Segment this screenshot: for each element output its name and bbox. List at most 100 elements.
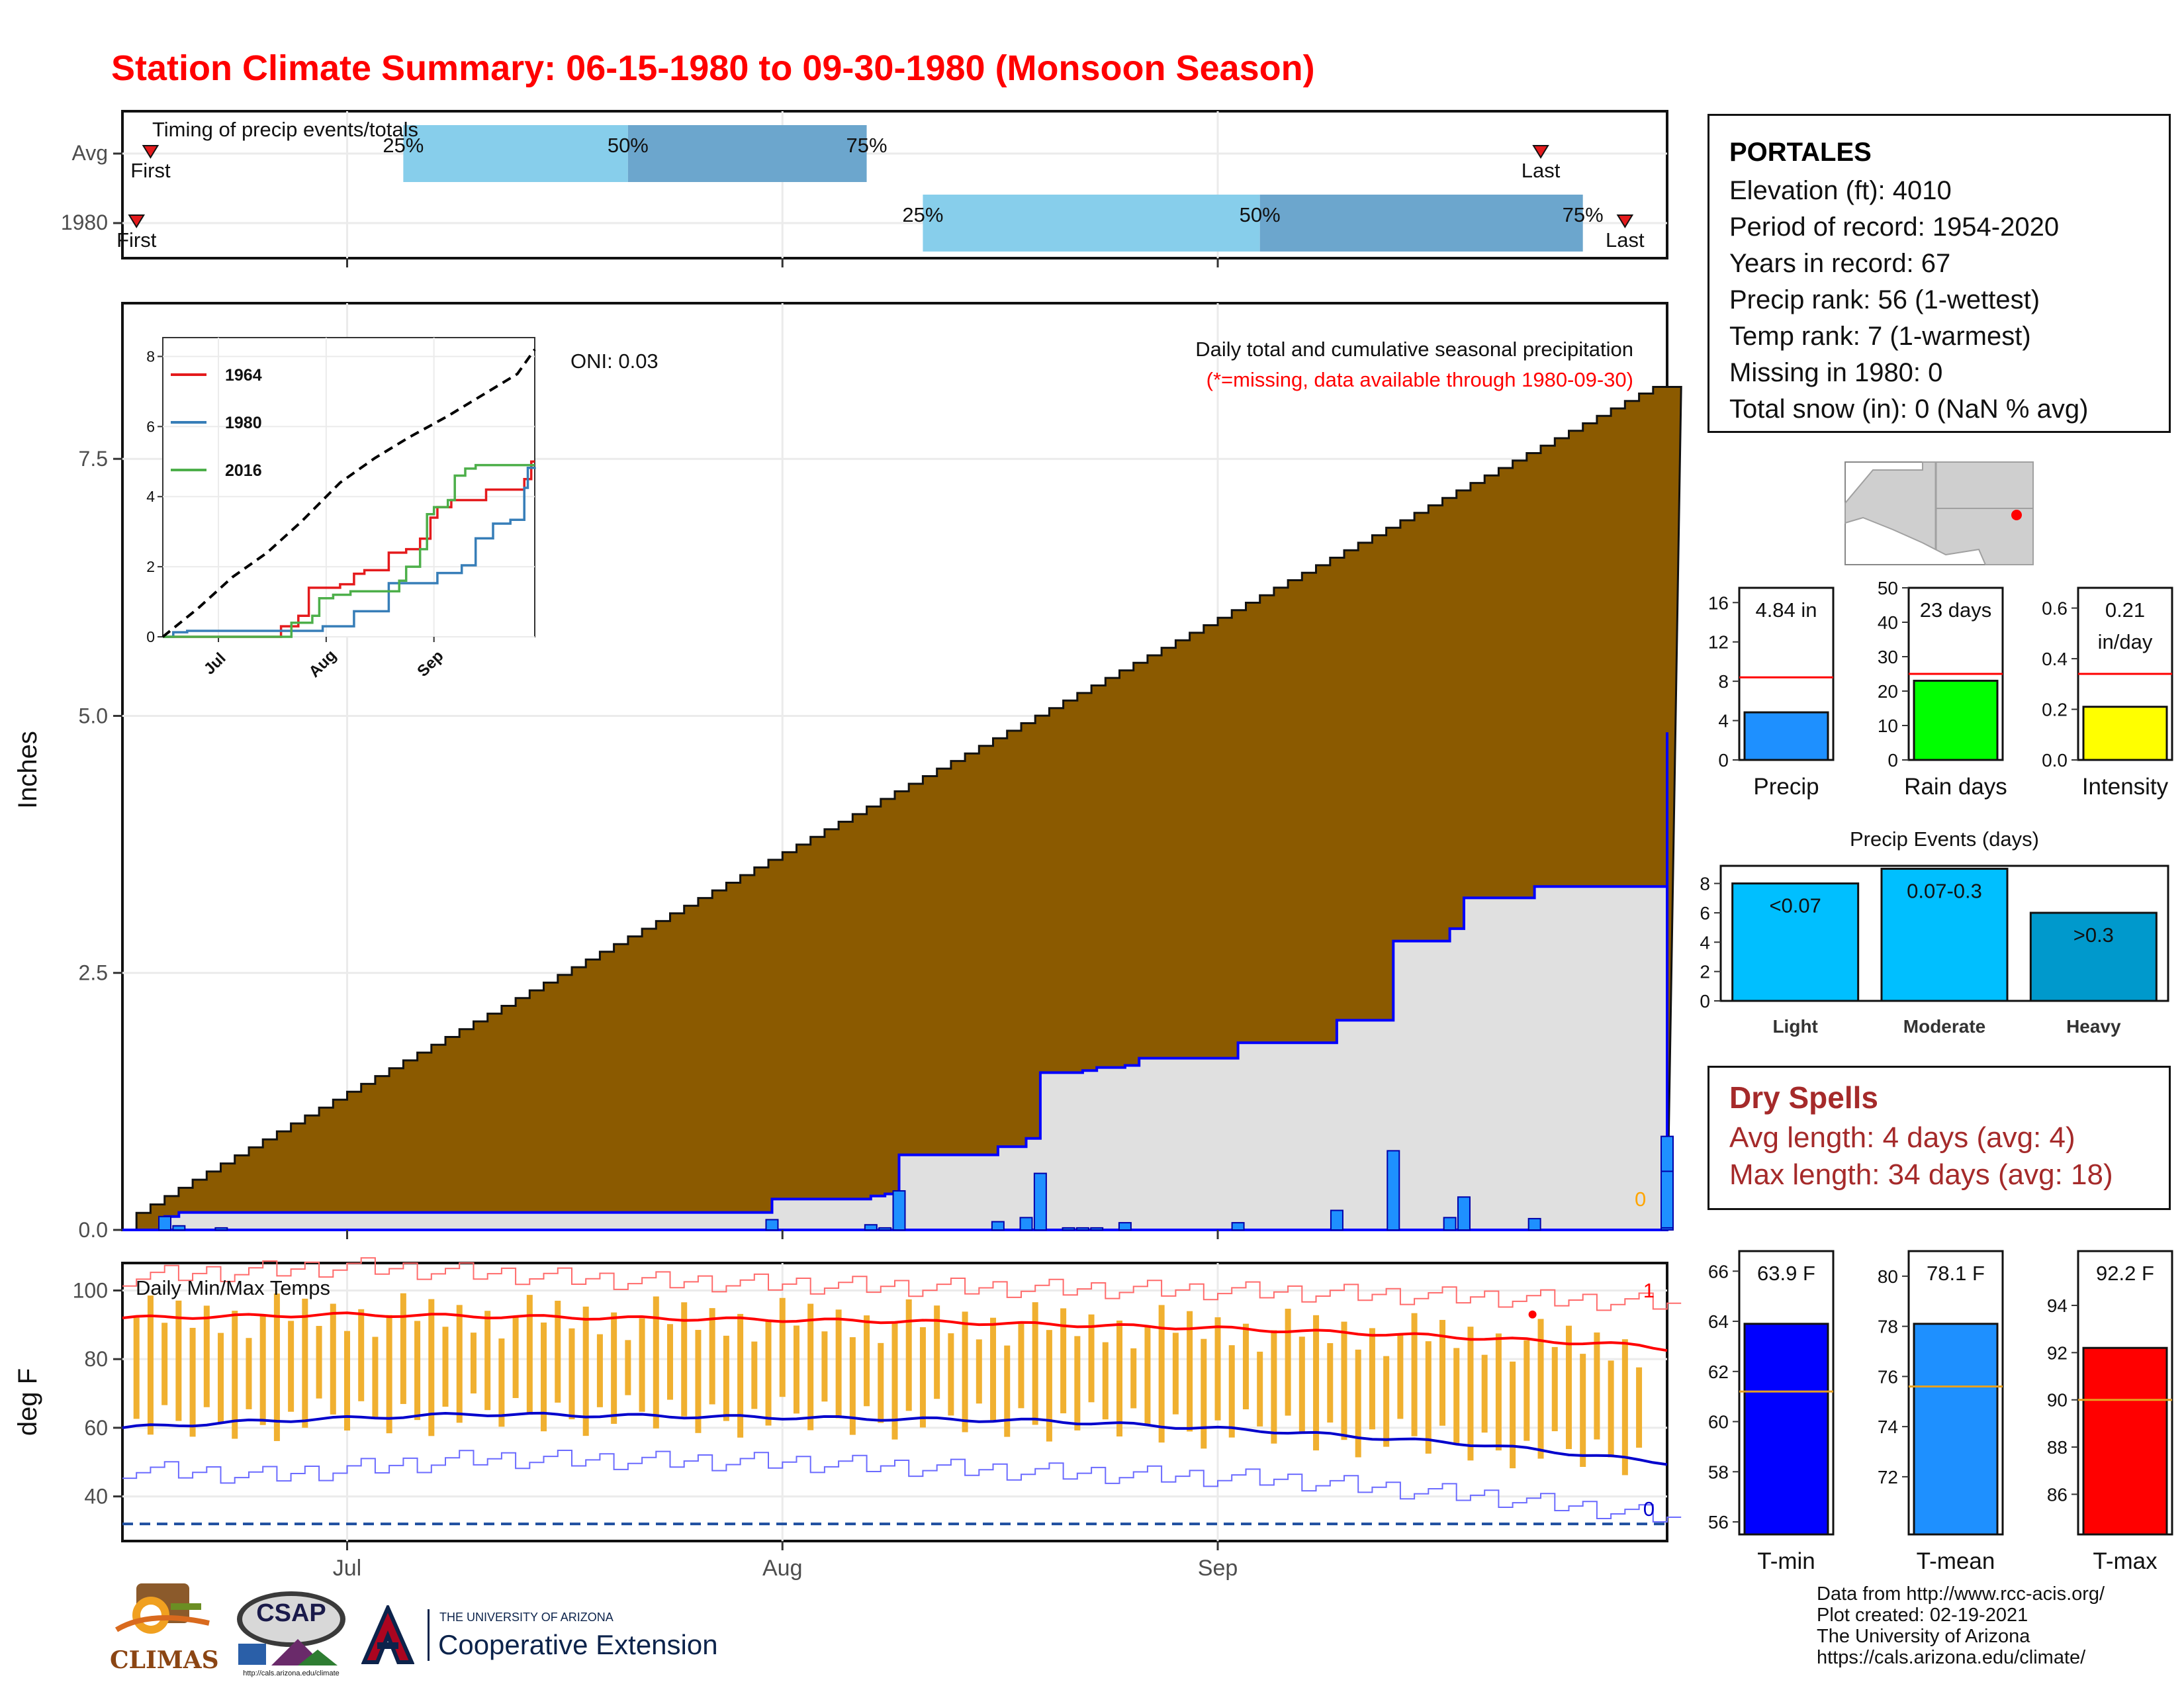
main-ylabel: Inches bbox=[13, 731, 42, 809]
daily-temp-bar bbox=[1580, 1354, 1586, 1467]
climas-text: CLIMAS bbox=[110, 1646, 219, 1674]
temp-stat-bar-T-min bbox=[1743, 1323, 1829, 1536]
daily-temp-bar bbox=[541, 1322, 547, 1432]
precip-stat-ytick-label: 50 bbox=[1878, 578, 1898, 598]
timing-p50-label: 50% bbox=[608, 134, 649, 157]
daily-precip-bar bbox=[1019, 1217, 1033, 1231]
daily-temp-bar bbox=[864, 1315, 870, 1407]
inset-ytick-label: 4 bbox=[146, 488, 155, 505]
daily-temp-bar bbox=[161, 1323, 168, 1405]
daily-temp-bar bbox=[1187, 1311, 1193, 1432]
precip-events-title: Precip Events (days) bbox=[1850, 827, 2039, 851]
daily-precip-bar bbox=[765, 1219, 779, 1231]
daily-temp-bar bbox=[428, 1299, 435, 1436]
main-title: Daily total and cumulative seasonal prec… bbox=[1195, 338, 1633, 361]
precip-stat-value-label: 0.21 bbox=[2105, 598, 2145, 622]
daily-temp-bar bbox=[639, 1318, 645, 1412]
daily-precip-bar bbox=[864, 1224, 878, 1231]
daily-precip-bar bbox=[1443, 1217, 1457, 1231]
temp-stat-ytick-label: 88 bbox=[2047, 1437, 2068, 1458]
dry-spells-box: Dry Spells Avg length: 4 days (avg: 4) M… bbox=[1707, 1066, 2171, 1210]
daily-temp-bar bbox=[1397, 1335, 1404, 1419]
temps-ylabel: deg F bbox=[13, 1368, 42, 1436]
precip-stat-ytick-label: 0.4 bbox=[2042, 649, 2068, 669]
daily-temp-bar bbox=[1467, 1327, 1474, 1461]
temp-stat-value-label: 78.1 F bbox=[1927, 1262, 1985, 1285]
inset-line-2016 bbox=[163, 463, 535, 638]
daily-precip-bar bbox=[1661, 1227, 1674, 1231]
daily-precip-bar bbox=[1661, 1170, 1674, 1231]
daily-temp-bar bbox=[1298, 1336, 1305, 1433]
daily-temp-bar bbox=[878, 1342, 884, 1423]
precip-events-bar-Light bbox=[1731, 882, 1860, 1002]
daily-temp-bar bbox=[793, 1325, 799, 1414]
daily-precip-bar bbox=[1062, 1227, 1075, 1231]
precip-events-category: Heavy bbox=[2066, 1016, 2121, 1037]
temps-ytick-label: 60 bbox=[84, 1416, 108, 1440]
daily-temp-bar bbox=[1510, 1361, 1516, 1469]
daily-temp-bar bbox=[1537, 1319, 1544, 1459]
daily-temp-bar bbox=[990, 1317, 997, 1421]
daily-temp-bar bbox=[1116, 1320, 1122, 1437]
temp-stat-ytick-label: 90 bbox=[2047, 1390, 2068, 1411]
daily-temp-bar bbox=[555, 1300, 561, 1403]
main-right-label: 0 bbox=[1635, 1188, 1646, 1211]
daily-temp-bar bbox=[414, 1321, 421, 1421]
dry-spells-avg: Avg length: 4 days (avg: 4) bbox=[1729, 1121, 2075, 1154]
daily-temp-bar bbox=[218, 1333, 224, 1423]
daily-temp-bar bbox=[1383, 1356, 1390, 1447]
oni-annotation: ONI: 0.03 bbox=[570, 350, 659, 373]
daily-precip-bar bbox=[1075, 1227, 1089, 1231]
precip-events-ytick-label: 8 bbox=[1700, 874, 1710, 894]
temps-xtick-label: Sep bbox=[1198, 1556, 1238, 1581]
ua-small-text: THE UNIVERSITY OF ARIZONA bbox=[439, 1611, 614, 1624]
daily-precip-bar bbox=[1090, 1227, 1104, 1231]
precip-events-category: Light bbox=[1772, 1016, 1817, 1037]
daily-temp-bar bbox=[779, 1297, 786, 1397]
temp-stat-ytick-label: 56 bbox=[1708, 1512, 1729, 1532]
timing-p75-label: 75% bbox=[1563, 203, 1604, 226]
daily-precip-bar bbox=[1457, 1196, 1471, 1231]
daily-temp-bar bbox=[1453, 1348, 1460, 1444]
daily-temp-bar bbox=[1636, 1367, 1643, 1448]
temp-stat-ytick-label: 66 bbox=[1708, 1261, 1729, 1282]
temp-stat-ytick-label: 64 bbox=[1708, 1311, 1729, 1332]
daily-temp-bar bbox=[835, 1309, 842, 1419]
precip-stat-bar-Intensity bbox=[2082, 706, 2168, 761]
daily-temp-bar bbox=[962, 1311, 968, 1432]
daily-temp-bar bbox=[498, 1338, 505, 1427]
inset-line-1980 bbox=[163, 467, 536, 638]
station-years: Years in record: 67 bbox=[1729, 249, 1951, 278]
csap-url: http://cals.arizona.edu/climate bbox=[243, 1669, 340, 1677]
temp-stat-ytick-label: 58 bbox=[1708, 1462, 1729, 1482]
timing-title: Timing of precip events/totals bbox=[152, 118, 418, 141]
daily-temp-bar bbox=[203, 1305, 210, 1407]
temp-stat-ytick-label: 80 bbox=[1878, 1266, 1898, 1287]
daily-temp-bar bbox=[1285, 1309, 1291, 1416]
locator-map-region bbox=[1844, 461, 2034, 565]
daily-temp-bar bbox=[1495, 1333, 1502, 1451]
inset-legend-label-2016: 2016 bbox=[225, 461, 262, 480]
csap-text: CSAP bbox=[256, 1599, 326, 1627]
precip-stat-value-label: 4.84 in bbox=[1755, 598, 1817, 622]
temp-stat-ytick-label: 78 bbox=[1878, 1317, 1898, 1337]
daily-temp-bar bbox=[372, 1336, 379, 1417]
temps-record_min-line bbox=[122, 1450, 1682, 1523]
daily-temp-bar bbox=[976, 1339, 982, 1404]
daily-temp-bar bbox=[723, 1335, 729, 1421]
main-ytick-label: 0.0 bbox=[79, 1218, 108, 1242]
daily-temp-bar bbox=[849, 1337, 856, 1435]
credit-university: The University of Arizona bbox=[1817, 1626, 2030, 1647]
timing-row-label: Avg bbox=[71, 141, 108, 165]
inset-legend-label-1980: 1980 bbox=[225, 414, 262, 432]
daily-temp-bar bbox=[1524, 1340, 1530, 1441]
temp-stat-ytick-label: 92 bbox=[2047, 1342, 2068, 1363]
daily-temp-bar bbox=[1565, 1325, 1572, 1450]
daily-temp-bar bbox=[1088, 1314, 1095, 1403]
daily-temp-bar bbox=[611, 1312, 617, 1424]
station-elevation: Elevation (ft): 4010 bbox=[1729, 176, 1952, 205]
csap-cloud-icon bbox=[237, 1591, 345, 1665]
precip-stat-ytick-label: 0.0 bbox=[2042, 750, 2068, 771]
daily-temp-bar bbox=[1621, 1339, 1628, 1476]
